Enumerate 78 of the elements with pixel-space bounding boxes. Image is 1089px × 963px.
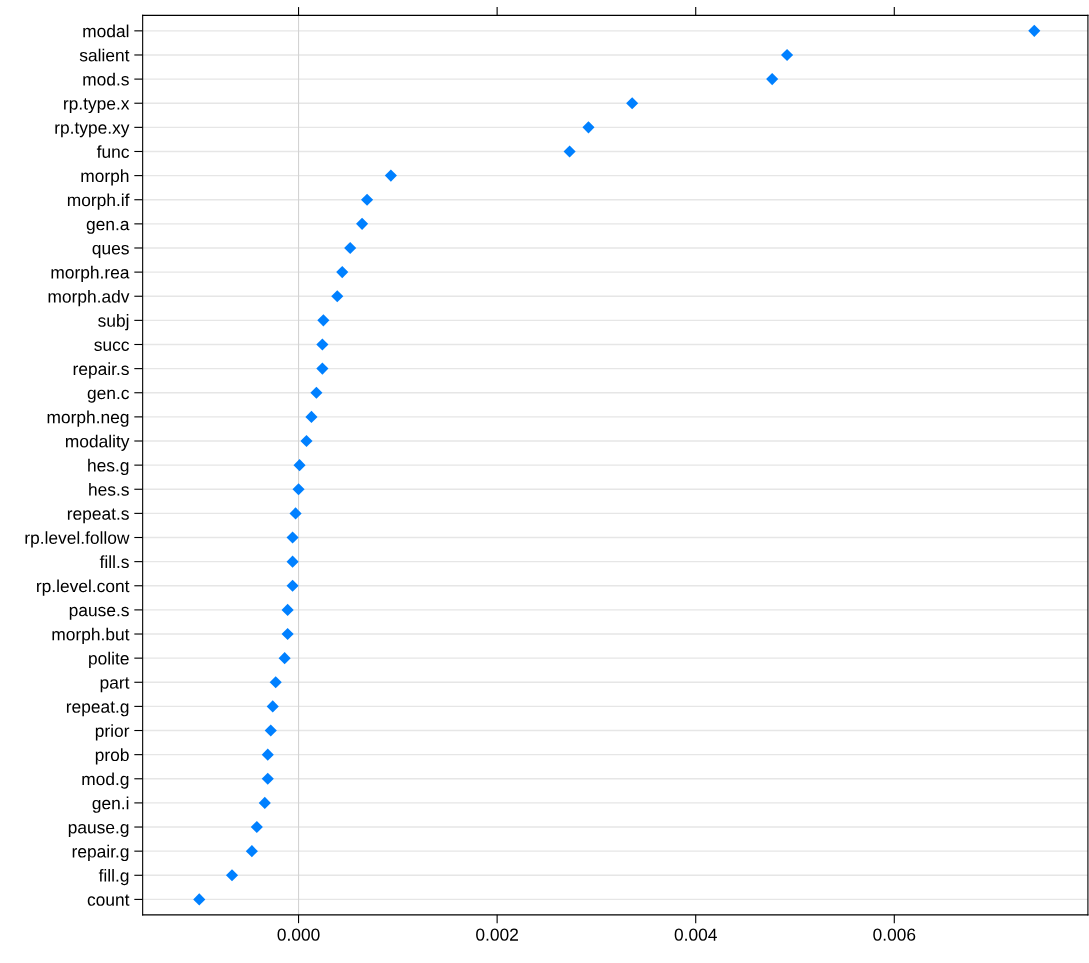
point [300, 434, 313, 448]
point [264, 724, 277, 737]
point [317, 314, 330, 327]
point [305, 410, 318, 423]
point [286, 555, 299, 568]
y-tick-label: hes.g [88, 458, 129, 476]
y-tick-label: rp.level.cont [37, 579, 130, 596]
point [258, 796, 271, 809]
y-tick-label: subj [98, 314, 129, 331]
point [344, 241, 357, 255]
y-tick-label: count [87, 894, 130, 906]
point [286, 579, 299, 592]
y-tick-label: morph.neg [47, 410, 129, 427]
point [336, 266, 349, 279]
point [225, 869, 239, 882]
point [316, 362, 329, 375]
y-tick-label: repeat.s [67, 508, 129, 524]
point [1028, 24, 1041, 37]
point [245, 845, 258, 858]
y-tick-label: rp.type.x [64, 98, 130, 114]
y-tick-label: salient [79, 48, 130, 62]
y-tick-label: gen.a [86, 220, 130, 234]
x-tick-label: 0.000 [277, 928, 320, 941]
y-tick-label: gen.c [87, 389, 130, 403]
point [266, 700, 279, 713]
point [293, 459, 306, 472]
y-tick-label: morph.if [67, 193, 130, 210]
y-tick-label: morph [81, 169, 129, 186]
y-tick-label: ques [92, 244, 129, 258]
point [261, 772, 274, 785]
point [316, 338, 329, 351]
point [261, 748, 274, 761]
y-tick-label: pause.g [68, 823, 129, 837]
y-tick-label: mod.g [82, 772, 129, 789]
y-tick-label: mod.s [83, 72, 129, 86]
point [193, 893, 206, 906]
y-tick-label: fill.s [99, 555, 129, 569]
y-tick-label: repeat.g [66, 701, 129, 717]
y-tick-label: func [96, 145, 130, 158]
y-tick-label: part [100, 677, 130, 693]
y-tick-label: pause.s [69, 606, 129, 620]
point [361, 193, 374, 206]
y-tick-label: fill.g [98, 868, 129, 886]
y-tick-label: morph.adv [48, 289, 130, 307]
point [278, 652, 291, 665]
y-tick-label: prob [95, 748, 129, 765]
point [292, 483, 305, 496]
point [281, 627, 294, 641]
y-tick-label: polite [89, 651, 129, 669]
y-tick-label: morph.rea [51, 265, 130, 283]
y-tick-label: succ [94, 341, 130, 351]
point [781, 48, 794, 62]
point [766, 73, 779, 86]
point [582, 121, 595, 134]
point [384, 169, 397, 182]
y-tick-label: prior [95, 724, 130, 741]
point [356, 217, 369, 230]
point [331, 290, 344, 303]
y-tick-label: morph.but [52, 627, 130, 644]
y-tick-label: rp.level.follow [25, 531, 130, 548]
y-tick-label: modality [65, 434, 130, 451]
y-tick-label: rp.type.xy [55, 122, 130, 138]
point [269, 676, 282, 689]
y-tick-label: repair.s [73, 362, 129, 379]
point [281, 603, 294, 616]
y-tick-label: repair.g [72, 844, 129, 862]
point [310, 386, 323, 399]
x-tick-label: 0.006 [873, 928, 916, 941]
y-tick-label: hes.s [89, 482, 129, 496]
point [286, 531, 299, 544]
y-tick-label: modal [83, 24, 129, 38]
point [250, 820, 263, 834]
point [289, 507, 302, 520]
y-tick-label: gen.i [92, 796, 129, 813]
point [626, 97, 639, 110]
point [563, 145, 576, 158]
x-tick-label: 0.004 [674, 928, 717, 941]
x-tick-label: 0.002 [476, 928, 518, 941]
